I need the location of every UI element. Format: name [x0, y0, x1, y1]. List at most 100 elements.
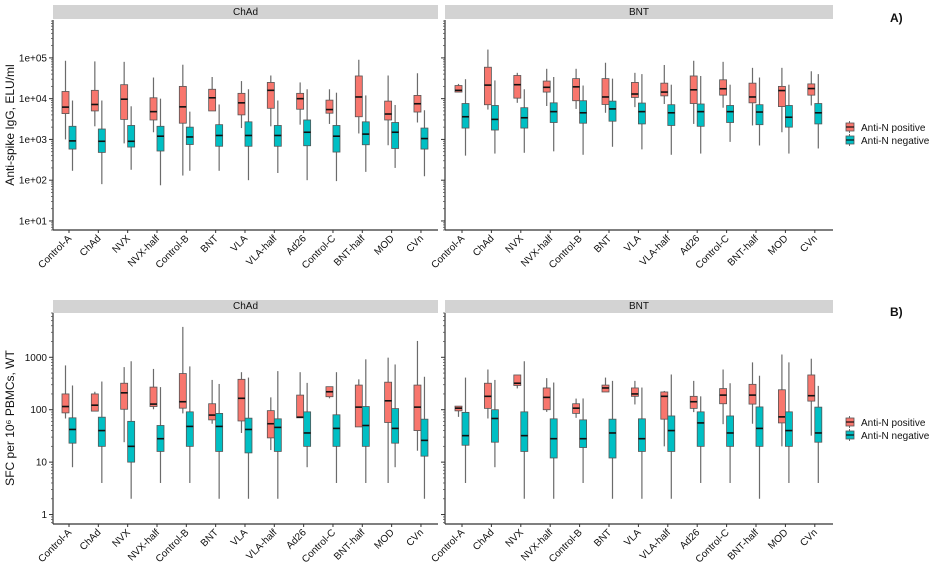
x-tick-label: CVn	[405, 233, 427, 255]
box-positive	[807, 71, 816, 106]
box-iqr	[461, 103, 470, 129]
x-tick-label: ChAd	[78, 233, 103, 258]
box-positive	[237, 372, 246, 433]
box-negative	[215, 383, 224, 499]
box-iqr	[208, 88, 217, 112]
box-positive	[296, 82, 305, 125]
facet-strip	[445, 300, 833, 313]
box-negative	[332, 372, 341, 483]
box-iqr	[601, 78, 610, 105]
box-iqr	[719, 388, 727, 405]
box-iqr	[483, 66, 492, 106]
facet-title: ChAd	[233, 7, 258, 18]
box-iqr	[244, 121, 253, 147]
box-iqr	[667, 415, 676, 452]
box-positive	[296, 372, 305, 419]
box-positive	[149, 77, 158, 133]
box-negative	[667, 374, 676, 499]
box-positive	[542, 68, 551, 107]
box-positive	[208, 76, 217, 112]
box-negative	[726, 84, 734, 142]
box-iqr	[513, 75, 522, 99]
box-positive	[689, 380, 698, 413]
box-negative	[579, 85, 587, 155]
box-positive	[208, 379, 217, 424]
box-positive	[354, 59, 363, 134]
box-iqr	[361, 121, 370, 146]
x-tick-label: Ad26	[284, 527, 309, 552]
box-negative	[68, 100, 77, 171]
box-negative	[579, 398, 587, 483]
box-negative	[696, 75, 705, 154]
box-positive	[513, 374, 522, 389]
box-positive	[61, 365, 70, 419]
box-iqr	[149, 97, 158, 121]
x-tick-label: ChAd	[78, 527, 103, 552]
x-tick-label: VLA-half	[245, 233, 280, 268]
box-positive	[660, 64, 669, 104]
box-iqr	[296, 92, 305, 110]
box-iqr	[384, 381, 393, 423]
x-tick-label: VLA	[622, 233, 643, 254]
box-positive	[807, 358, 816, 436]
box-negative	[391, 104, 400, 168]
box-positive	[413, 73, 422, 123]
box-positive	[542, 378, 551, 412]
box-negative	[303, 89, 312, 181]
box-iqr	[660, 82, 669, 97]
box-negative	[156, 387, 165, 483]
x-tick-label: CVn	[798, 233, 820, 255]
box-positive	[601, 62, 610, 113]
box-iqr	[579, 100, 587, 124]
x-tick-label: CVn	[798, 527, 820, 549]
facet-title: ChAd	[233, 301, 258, 312]
x-tick-label: NVX	[504, 527, 527, 550]
box-iqr	[814, 406, 823, 443]
x-tick-label: Control-A	[36, 233, 74, 271]
box-negative	[97, 381, 106, 483]
box-iqr	[660, 391, 669, 420]
box-positive	[483, 369, 492, 419]
box-negative	[244, 377, 253, 499]
box-negative	[185, 366, 194, 483]
box-iqr	[149, 386, 158, 407]
box-iqr	[549, 102, 558, 123]
box-iqr	[785, 411, 793, 447]
x-tick-label: Control-A	[429, 527, 467, 565]
x-tick-label: VLA-half	[245, 527, 280, 562]
box-negative	[608, 78, 617, 147]
box-negative	[520, 361, 529, 499]
box-negative	[68, 385, 77, 468]
box-negative	[490, 80, 499, 154]
box-negative	[814, 385, 823, 483]
box-positive	[384, 357, 393, 483]
box-negative	[127, 361, 136, 499]
box-negative	[755, 77, 764, 146]
box-iqr	[325, 99, 334, 114]
y-axis-title: Anti-spike IgG, ELU/ml	[3, 64, 17, 185]
box-iqr	[461, 411, 470, 446]
x-tick-label: VLA-half	[638, 527, 673, 562]
facet-title: BNT	[629, 301, 649, 312]
box-negative	[638, 387, 646, 499]
x-tick-label: NVX	[110, 233, 133, 256]
box-iqr	[638, 418, 646, 452]
legend-label: Anti-N negative	[861, 136, 930, 147]
box-negative	[461, 79, 470, 156]
x-tick-label: BNT	[199, 233, 221, 255]
x-tick-label: NVX	[504, 233, 527, 256]
box-iqr	[631, 82, 639, 98]
box-iqr	[608, 418, 617, 459]
box-iqr	[332, 414, 341, 447]
box-positive	[454, 405, 463, 417]
box-positive	[90, 391, 99, 412]
box-iqr	[542, 387, 551, 411]
box-iqr	[90, 393, 99, 412]
box-positive	[748, 362, 757, 424]
box-iqr	[61, 91, 70, 114]
box-positive	[483, 49, 492, 110]
legend-label: Anti-N positive	[861, 123, 926, 134]
box-negative	[608, 380, 617, 499]
box-negative	[755, 375, 764, 499]
